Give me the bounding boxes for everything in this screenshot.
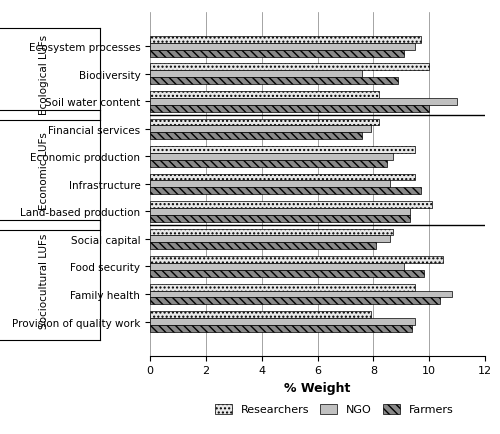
Bar	[150, 188, 421, 195]
Bar	[150, 263, 404, 270]
Bar	[150, 325, 412, 332]
Bar	[150, 312, 370, 318]
Bar	[150, 119, 379, 126]
Bar	[150, 92, 379, 99]
Bar	[150, 78, 398, 85]
Text: Economic LUFs: Economic LUFs	[39, 132, 49, 210]
Bar	[150, 133, 362, 140]
Bar	[150, 174, 415, 181]
Bar	[150, 291, 452, 298]
Bar	[150, 147, 415, 154]
Bar	[150, 64, 429, 71]
Bar	[150, 99, 457, 105]
Bar	[150, 161, 388, 167]
Bar	[150, 256, 443, 263]
Bar	[150, 318, 415, 325]
Bar	[150, 181, 390, 188]
Text: Sociocultural LUFs: Sociocultural LUFs	[39, 233, 49, 328]
Bar	[150, 37, 421, 44]
Bar	[150, 243, 376, 250]
X-axis label: % Weight: % Weight	[284, 381, 350, 394]
Bar	[150, 44, 415, 51]
Bar	[150, 229, 393, 236]
Bar	[150, 154, 393, 161]
Bar	[150, 71, 362, 78]
Bar	[150, 105, 429, 112]
Bar	[150, 298, 440, 305]
Bar	[150, 215, 409, 222]
Bar	[150, 126, 370, 133]
Bar	[150, 202, 432, 208]
Text: Ecological LUFs: Ecological LUFs	[39, 35, 49, 115]
Bar	[150, 236, 390, 243]
Legend: Researchers, NGO, Farmers: Researchers, NGO, Farmers	[211, 399, 458, 419]
Bar	[150, 51, 404, 57]
Bar	[150, 208, 409, 215]
Bar	[150, 284, 415, 291]
Bar	[150, 270, 423, 277]
